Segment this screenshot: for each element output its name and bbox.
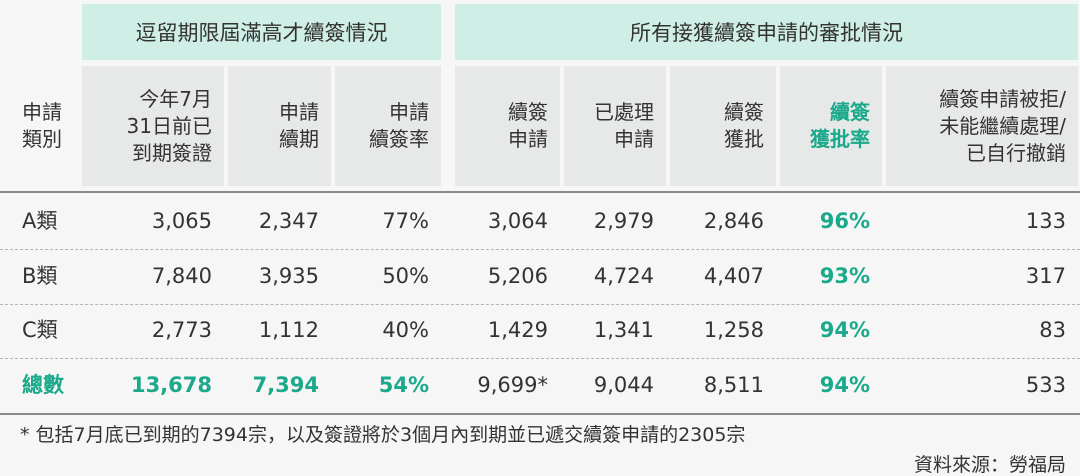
table-cell: 83 [1039,318,1066,342]
table-cell: 54% [378,373,429,397]
table-cell: 2,846 [703,209,764,233]
column-header: 續簽 申請 [455,66,560,186]
group-header: 逗留期限屆滿高才續簽情況 [82,4,441,60]
header-line: 續期 [279,127,319,151]
table-cell: 2,347 [258,209,319,233]
group-header: 所有接獲續簽申請的審批情況 [455,4,1078,60]
column-header: 續簽申請被拒/未能繼續處理/已自行撤銷 [886,66,1078,186]
header-line: 已處理 [594,100,654,124]
table-cell: 50% [382,264,429,288]
header-line: 31日前已 [126,113,212,138]
header-line: 今年7月 [139,86,212,111]
header-line: 申請 [389,100,429,124]
column-header: 續簽獲批率 [780,66,882,186]
table-cell: 1,112 [258,318,319,342]
table-cell: 96% [819,209,870,233]
row-rule [0,358,1080,359]
source: 資料來源：勞福局 [913,454,1066,476]
table-cell: 13,678 [130,373,212,397]
table-cell: 4,724 [593,264,654,288]
bottom-rule [0,413,1080,415]
header-line: 續簽 [508,100,548,124]
table-cell: 2,979 [593,209,654,233]
row-rule [0,304,1080,305]
header-line: 獲批 [724,127,764,151]
column-header: 已處理申請 [564,66,666,186]
header-line: 獲批率 [810,127,870,151]
table-cell: 40% [382,318,429,342]
table-cell: 133 [1025,209,1066,233]
table-cell: 1,258 [703,318,764,342]
header-line: 類別 [22,127,62,151]
header-line: 已自行撤銷 [966,140,1066,165]
table-cell: 2,773 [151,318,212,342]
table-cell: 5,206 [487,264,548,288]
table-cell: 4,407 [703,264,764,288]
header-line: 續簽 [830,100,870,124]
row-label: 總數 [22,373,64,397]
table-cell: 9,044 [593,373,654,397]
row-label: C類 [22,318,58,342]
column-header: 續簽 獲批 [670,66,776,186]
table-cell: 3,064 [487,209,548,233]
row-label: A類 [22,209,58,233]
column-header: 申請 類別 [0,66,78,186]
column-header: 申請續簽率 [335,66,441,186]
table-cell: 7,394 [252,373,319,397]
footnote: * 包括7月底已到期的7394宗，以及簽證將於3個月內到期並已遞交續簽申請的23… [20,424,746,446]
table-cell: 94% [819,318,870,342]
table-cell: 94% [819,373,870,397]
column-header: 今年7月 31日前已 到期簽證 [82,66,224,186]
table-cell: 3,935 [258,264,319,288]
header-rule [0,191,1080,193]
table-cell: 533 [1025,373,1066,397]
row-label: B類 [22,264,58,288]
column-header: 申請 續期 [228,66,331,186]
table-cell: 9,699* [477,373,548,397]
table-cell: 317 [1025,264,1066,288]
table-cell: 1,341 [593,318,654,342]
table-cell: 3,065 [151,209,212,233]
header-line: 申請 [614,127,654,151]
header-line: 到期簽證 [132,140,212,165]
header-line: 申請 [22,100,62,124]
header-line: 續簽申請被拒/ [939,86,1066,111]
table-cell: 93% [819,264,870,288]
table-cell: 8,511 [703,373,764,397]
header-line: 申請 [279,100,319,124]
row-rule [0,249,1080,250]
table-cell: 1,429 [487,318,548,342]
table-cell: 77% [382,209,429,233]
header-line: 續簽 [724,100,764,124]
header-line: 申請 [508,127,548,151]
table-cell: 7,840 [151,264,212,288]
header-line: 續簽率 [369,127,429,151]
header-line: 未能繼續處理/ [939,113,1066,138]
